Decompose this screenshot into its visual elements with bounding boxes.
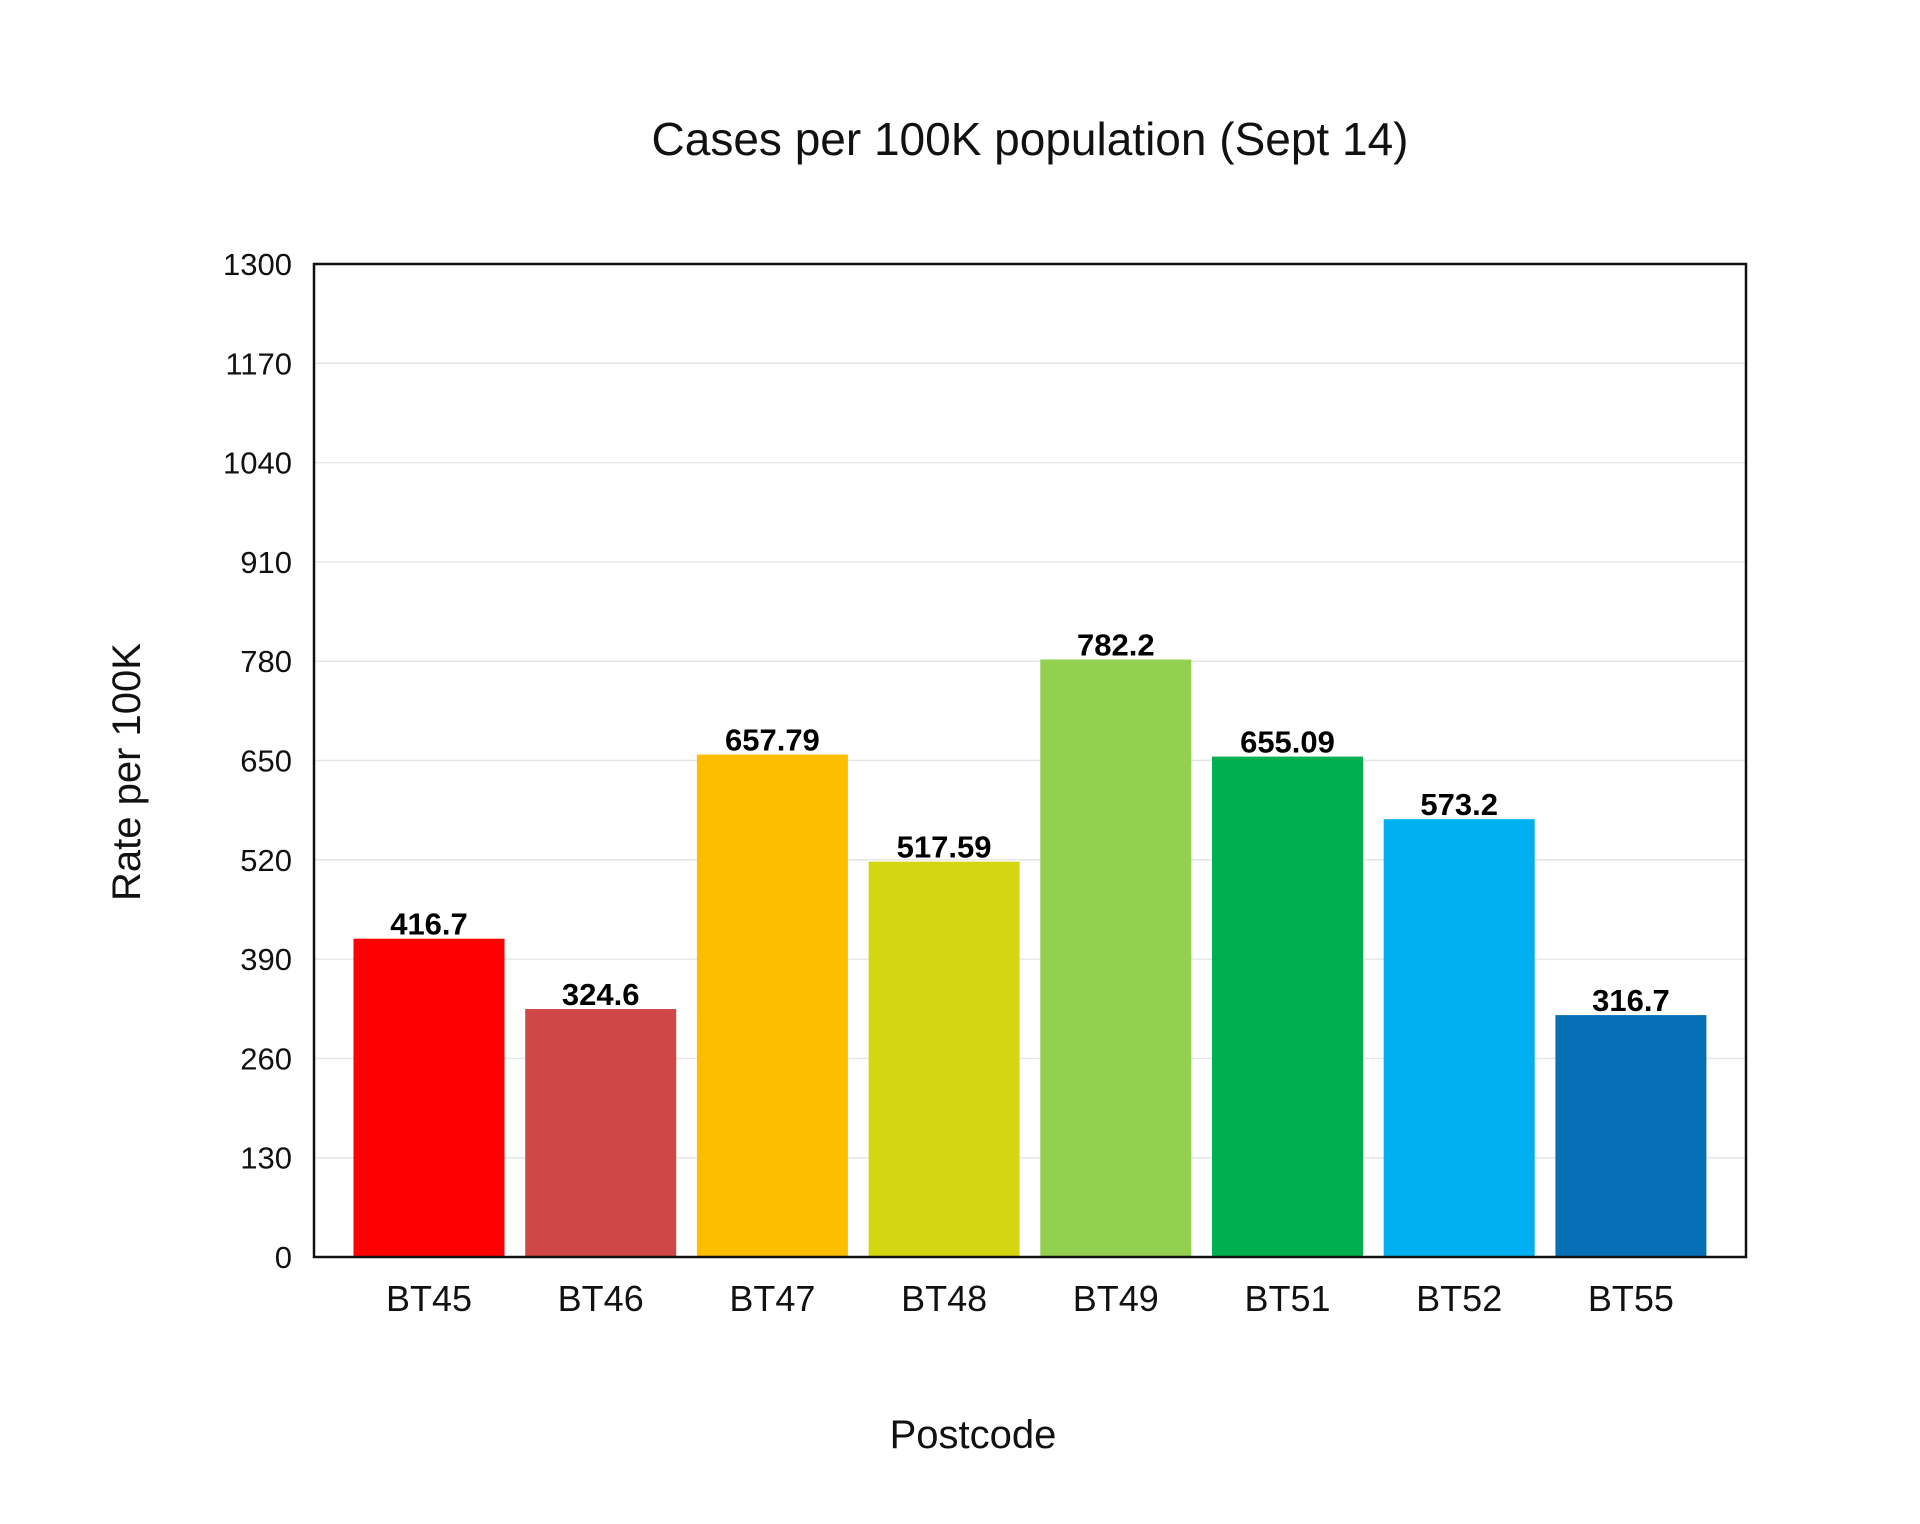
bar-bt49 xyxy=(1040,659,1192,1257)
y-tick-label: 1170 xyxy=(225,346,292,381)
data-label-bt48: 517.59 xyxy=(897,830,992,865)
y-axis-title: Rate per 100K xyxy=(105,643,149,901)
x-tick-label-bt52: BT52 xyxy=(1416,1278,1502,1319)
data-labels: 416.7 324.6 657.79 517.59 782.2 655.09 573.2 31… xyxy=(390,628,1669,1019)
data-label-bt55: 316.7 xyxy=(1592,983,1670,1018)
data-label-bt52: 573.2 xyxy=(1420,787,1498,822)
data-label-bt45: 416.7 xyxy=(390,907,468,942)
x-tick-label-bt47: BT47 xyxy=(729,1278,815,1319)
plot-area-frame xyxy=(312,262,1748,1259)
x-axis-ticks: BT45 BT46 BT47 BT48 BT49 BT51 BT52 BT55 xyxy=(386,1278,1674,1319)
bar-bt48 xyxy=(868,861,1020,1257)
x-tick-label-bt51: BT51 xyxy=(1244,1278,1330,1319)
data-label-bt47: 657.79 xyxy=(725,723,820,758)
x-tick-label-bt46: BT46 xyxy=(558,1278,644,1319)
bars xyxy=(353,659,1707,1257)
y-tick-label: 1040 xyxy=(223,446,292,481)
x-tick-label-bt45: BT45 xyxy=(386,1278,472,1319)
y-tick-label: 910 xyxy=(240,545,292,580)
y-tick-label: 390 xyxy=(240,942,292,977)
data-label-bt49: 782.2 xyxy=(1077,628,1155,663)
y-tick-label: 260 xyxy=(240,1041,292,1076)
data-label-bt46: 324.6 xyxy=(562,977,640,1012)
y-tick-label: 1300 xyxy=(223,247,292,282)
bar-bt52 xyxy=(1383,819,1535,1257)
x-tick-label-bt49: BT49 xyxy=(1073,1278,1159,1319)
data-label-bt51: 655.09 xyxy=(1240,725,1335,760)
y-tick-label: 780 xyxy=(240,644,292,679)
y-tick-label: 130 xyxy=(240,1141,292,1176)
y-tick-label: 650 xyxy=(240,744,292,779)
y-tick-label: 520 xyxy=(240,843,292,878)
bar-bt46 xyxy=(525,1009,677,1257)
bar-bt55 xyxy=(1555,1015,1707,1257)
chart-title: Cases per 100K population (Sept 14) xyxy=(652,113,1409,165)
bar-bt47 xyxy=(696,754,848,1257)
y-axis-ticks: 0 130 260 390 520 650 780 910 1040 1170 1300 xyxy=(223,247,292,1275)
y-tick-label: 0 xyxy=(275,1240,292,1275)
x-tick-label-bt55: BT55 xyxy=(1588,1278,1674,1319)
x-tick-label-bt48: BT48 xyxy=(901,1278,987,1319)
x-axis-title: Postcode xyxy=(890,1413,1057,1457)
bar-bt51 xyxy=(1212,756,1363,1257)
bar-bt45 xyxy=(353,938,505,1257)
